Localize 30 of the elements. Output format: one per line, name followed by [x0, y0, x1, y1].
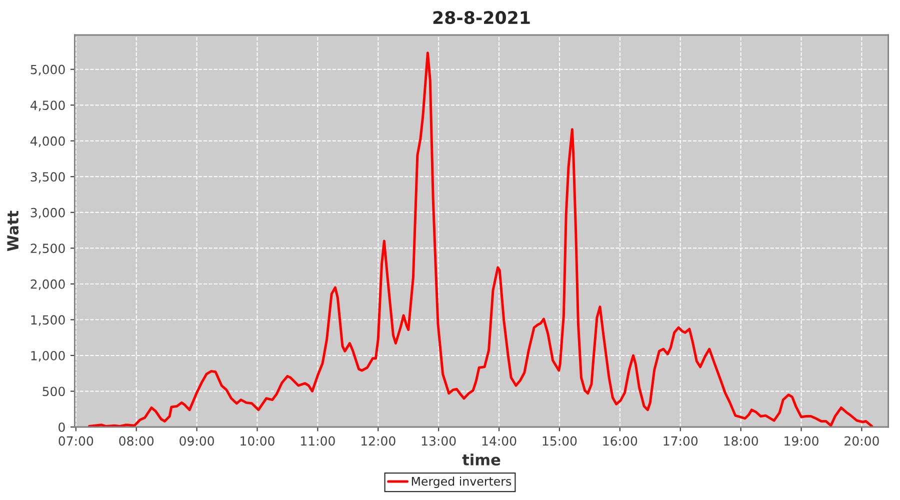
x-tick-label: 20:00 — [844, 436, 879, 446]
x-tick-label: 09:00 — [180, 436, 214, 446]
chart-title: 28-8-2021 — [433, 11, 530, 24]
y-tick-label: 1,500 — [31, 315, 65, 326]
y-axis-title: Watt — [7, 210, 19, 252]
y-tick-label: 500 — [42, 386, 65, 396]
x-tick-label: 14:00 — [482, 436, 516, 446]
x-tick-label: 19:00 — [784, 436, 818, 446]
y-tick-label: 4,000 — [30, 136, 65, 148]
x-tick-label: 10:00 — [240, 436, 274, 446]
line-series — [88, 52, 874, 427]
y-tick-label: 3,500 — [30, 172, 65, 183]
x-tick-label: 11:00 — [301, 436, 335, 446]
x-tick-label: 07:00 — [58, 436, 94, 446]
x-tick-label: 17:00 — [664, 436, 698, 446]
y-tick-label: 0 — [58, 422, 65, 432]
x-tick-label: 12:00 — [362, 436, 396, 446]
y-tick-label: 2,000 — [30, 279, 65, 290]
x-tick-label: 15:00 — [542, 436, 577, 446]
x-tick-label: 08:00 — [119, 436, 154, 446]
y-tick-label: 1,000 — [31, 350, 65, 362]
x-tick-label: 18:00 — [724, 436, 758, 446]
y-tick-label: 4,500 — [30, 100, 65, 112]
y-tick-label: 2,500 — [30, 244, 65, 254]
y-tick-label: 5,000 — [30, 64, 65, 76]
x-axis-title: time — [462, 454, 500, 466]
legend-label: Merged inverters — [412, 476, 512, 488]
x-tick-label: 16:00 — [603, 436, 638, 446]
x-tick-label: 13:00 — [422, 436, 456, 446]
y-tick-label: 3,000 — [30, 208, 65, 219]
